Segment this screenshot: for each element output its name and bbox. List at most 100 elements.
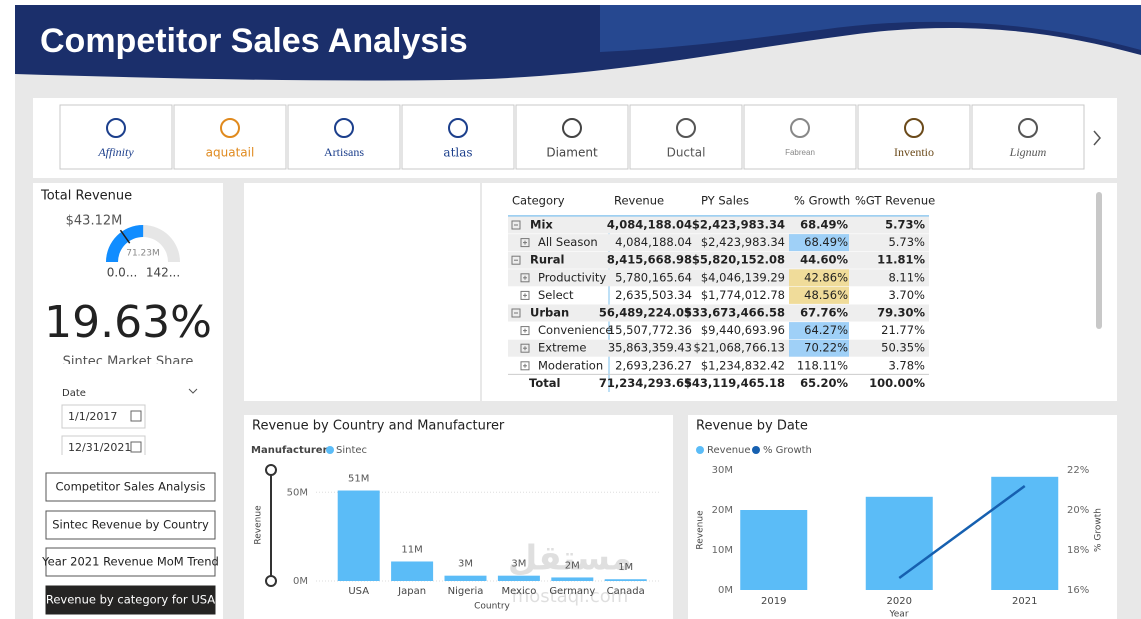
logo-name: Fabrean xyxy=(785,148,815,157)
y2-tick-label: 18% xyxy=(1067,545,1089,556)
x-axis-label: Country xyxy=(474,602,510,612)
y2-axis-label: % Growth xyxy=(1094,508,1104,552)
growth-line xyxy=(898,484,1026,580)
logo-emblem xyxy=(448,118,468,138)
kpi-card: 19.63% Sintec Market Share xyxy=(44,297,212,370)
table-cell: 42.86% xyxy=(804,270,848,284)
table-cell: Extreme xyxy=(538,341,586,355)
next-arrow[interactable] xyxy=(1093,130,1101,146)
logo-row: Affinity aquatail Artisans atlas Diament Duct… xyxy=(59,104,1085,170)
row-bg xyxy=(508,216,929,234)
y-axis-label: Revenue xyxy=(254,505,264,545)
growth-highlight xyxy=(789,322,849,340)
gauge-value xyxy=(106,225,144,262)
table-cell: $9,440,693.96 xyxy=(701,323,785,337)
slicer-chevron[interactable] xyxy=(188,388,198,394)
table-cell: 15,507,772.36 xyxy=(608,323,692,337)
chart-title: Revenue by Date xyxy=(696,419,808,434)
table-cell: Rural xyxy=(530,253,564,267)
expand-icon[interactable] xyxy=(520,238,530,248)
nav-button[interactable] xyxy=(45,547,216,577)
slider-handle[interactable] xyxy=(265,464,277,476)
y-axis-label: Revenue xyxy=(696,510,706,550)
nav-button[interactable] xyxy=(45,472,216,502)
table-cell: 35,863,359.43 xyxy=(608,341,692,355)
nav-button-label: Sintec Revenue by Country xyxy=(52,518,209,532)
y-tick-label: 20M xyxy=(712,505,733,516)
y2-tick-label: 20% xyxy=(1067,505,1089,516)
row-bg xyxy=(508,304,929,322)
data-label: 1M xyxy=(618,562,633,573)
total-cell: 65.20% xyxy=(800,376,848,390)
calendar-icon[interactable] xyxy=(130,410,142,422)
scrollbar[interactable] xyxy=(1096,192,1102,329)
expand-icon[interactable] xyxy=(511,308,521,318)
expand-icon[interactable] xyxy=(511,220,521,230)
column-header: PY Sales xyxy=(701,194,749,208)
column-header: %GT Revenue xyxy=(855,194,935,208)
table-cell: $4,046,139.29 xyxy=(701,270,785,284)
y-tick-label: 0M xyxy=(718,585,733,596)
nav-button-label: Competitor Sales Analysis xyxy=(56,480,206,494)
table-cell: Mix xyxy=(530,218,553,232)
expand-icon[interactable] xyxy=(520,273,530,283)
bar xyxy=(604,579,647,581)
logo-emblem xyxy=(334,118,354,138)
logo-emblem xyxy=(220,118,240,138)
table-cell: 48.56% xyxy=(804,288,848,302)
bar-card xyxy=(244,415,673,619)
nav-button-label: Year 2021 Revenue MoM Trend xyxy=(41,555,219,569)
table-cell: 5.73% xyxy=(888,235,925,249)
legend-label: Sintec xyxy=(336,445,367,456)
table-cell: $2,423,983.34 xyxy=(692,218,785,232)
expand-icon[interactable] xyxy=(511,255,521,265)
logo-emblem xyxy=(106,118,126,138)
bar xyxy=(391,561,434,581)
y-tick-label: 50M xyxy=(287,487,308,498)
logo-emblem xyxy=(676,118,696,138)
logo-emblem xyxy=(904,118,924,138)
table-cell: Convenience xyxy=(538,323,612,337)
data-label: 11M xyxy=(401,544,422,555)
table-cell: $5,820,152.08 xyxy=(692,253,785,267)
nav-button[interactable] xyxy=(45,510,216,540)
date-slicer: Date 1/1/2017 12/31/2021 xyxy=(61,388,198,459)
row-bg xyxy=(508,251,929,269)
legend-marker xyxy=(326,446,334,454)
table-cell: 118.11% xyxy=(797,358,848,372)
slider-handle[interactable] xyxy=(265,575,277,587)
expand-icon[interactable] xyxy=(520,326,530,336)
date-end: 12/31/2021 xyxy=(68,441,131,454)
table-cell: 50.35% xyxy=(881,341,925,355)
gauge-target xyxy=(119,229,131,244)
table-cell: 5.73% xyxy=(885,218,925,232)
table-cell: $1,234,832.42 xyxy=(701,358,785,372)
expand-icon[interactable] xyxy=(520,343,530,353)
x-tick-label: Nigeria xyxy=(448,586,484,597)
total-cell: $43,119,465.18 xyxy=(684,376,785,390)
table-cell: $21,068,766.13 xyxy=(694,341,785,355)
table-cell: 44.60% xyxy=(800,253,848,267)
gauge: $43.12M 71.23M 0.0... 142... xyxy=(66,214,181,280)
bar xyxy=(991,476,1059,590)
table-cell: Select xyxy=(538,288,574,302)
column-header: Revenue xyxy=(614,194,664,208)
legend-marker xyxy=(696,446,704,454)
kpi-label: Sintec Market Share xyxy=(63,355,194,370)
data-label: 3M xyxy=(458,559,473,570)
bar xyxy=(551,577,594,581)
table-cell: 5,780,165.64 xyxy=(615,270,692,284)
date-input[interactable] xyxy=(61,435,146,459)
chart-title: Revenue by Country and Manufacturer xyxy=(252,419,505,434)
calendar-icon[interactable] xyxy=(130,441,142,453)
nav-button[interactable] xyxy=(45,585,216,615)
table-cell: 2,693,236.27 xyxy=(615,358,692,372)
bar xyxy=(740,510,808,590)
expand-icon[interactable] xyxy=(520,290,530,300)
expand-icon[interactable] xyxy=(520,361,530,371)
legend-marker xyxy=(752,446,760,454)
growth-highlight xyxy=(789,339,849,357)
date-input[interactable] xyxy=(61,404,146,429)
y-tick-label: 10M xyxy=(712,545,733,556)
watermark: مستقل mostaql.com xyxy=(508,539,632,608)
